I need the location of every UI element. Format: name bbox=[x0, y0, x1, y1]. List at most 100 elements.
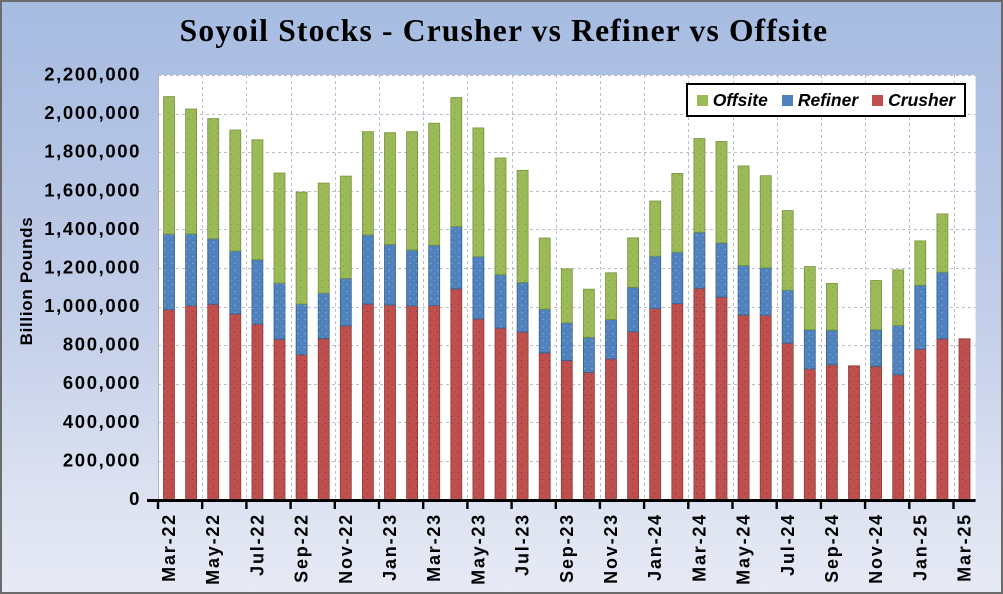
y-tick-label: 2,000,000 bbox=[44, 102, 141, 123]
bar-texture bbox=[649, 201, 661, 257]
bar-texture bbox=[693, 232, 705, 289]
bar-texture bbox=[384, 132, 396, 245]
bar-texture bbox=[296, 304, 308, 355]
bar-texture bbox=[583, 289, 595, 338]
bar-texture bbox=[627, 237, 639, 288]
bar-texture bbox=[892, 269, 904, 326]
bar-texture bbox=[760, 268, 772, 316]
bar-texture bbox=[561, 322, 573, 361]
bar-texture bbox=[716, 141, 727, 243]
x-axis-ticks bbox=[156, 502, 955, 509]
x-tick-label: Nov-24 bbox=[866, 513, 886, 584]
bar-texture bbox=[472, 318, 484, 500]
bar-texture bbox=[185, 233, 197, 306]
bar-texture bbox=[826, 364, 838, 500]
bar-texture bbox=[738, 165, 750, 266]
bar-texture bbox=[185, 109, 197, 234]
y-axis-title: Billion Pounds bbox=[17, 216, 36, 346]
y-tick-label: 0 bbox=[129, 488, 141, 509]
legend-label-crusher: Crusher bbox=[888, 89, 956, 110]
bar-texture bbox=[185, 305, 197, 500]
x-tick-label: Mar-23 bbox=[424, 513, 444, 582]
bar-texture bbox=[472, 127, 484, 257]
crusher-swatch bbox=[872, 94, 884, 106]
x-tick-label: Jul-22 bbox=[247, 513, 267, 576]
x-tick-label: Nov-23 bbox=[601, 513, 621, 584]
bar-texture bbox=[428, 123, 440, 246]
y-tick-label: 400,000 bbox=[63, 411, 141, 432]
bar-texture bbox=[251, 139, 263, 260]
bar-texture bbox=[870, 329, 882, 367]
bar-texture bbox=[892, 374, 904, 500]
bar-texture bbox=[229, 130, 241, 251]
bar-texture bbox=[782, 343, 794, 500]
chart-title: Soyoil Stocks - Crusher vs Refiner vs Of… bbox=[179, 13, 829, 48]
bar-texture bbox=[229, 313, 241, 500]
x-tick-label: Jan-24 bbox=[645, 513, 665, 581]
bar-texture bbox=[274, 283, 285, 340]
bar-texture bbox=[318, 293, 330, 339]
bar-texture bbox=[716, 242, 727, 298]
bar-texture bbox=[627, 287, 639, 332]
bar-texture bbox=[605, 319, 617, 359]
bars bbox=[163, 96, 971, 500]
x-tick-label: Mar-25 bbox=[955, 513, 975, 582]
bar-texture bbox=[517, 332, 529, 500]
bar-texture bbox=[914, 285, 926, 350]
bar-texture bbox=[163, 234, 175, 310]
y-tick-label: 1,400,000 bbox=[44, 218, 141, 239]
bar-texture bbox=[274, 173, 285, 283]
x-tick-label: May-23 bbox=[468, 513, 488, 585]
bar-texture bbox=[517, 170, 529, 283]
bar-texture bbox=[274, 339, 285, 500]
bar-texture bbox=[804, 266, 816, 330]
bar-texture bbox=[936, 272, 948, 339]
bar-texture bbox=[362, 235, 374, 305]
bar-texture bbox=[163, 309, 175, 500]
bar-texture bbox=[207, 118, 219, 239]
bar-texture bbox=[296, 192, 308, 304]
bar-texture bbox=[959, 338, 970, 500]
y-tick-label: 600,000 bbox=[63, 372, 141, 393]
bar-texture bbox=[384, 244, 396, 305]
legend-item-crusher: Crusher bbox=[872, 90, 955, 111]
bar-texture bbox=[760, 315, 772, 500]
bar-texture bbox=[495, 158, 506, 275]
bar-texture bbox=[340, 176, 352, 279]
bar-texture bbox=[583, 372, 595, 500]
bar-texture bbox=[362, 304, 374, 500]
x-tick-label: Mar-24 bbox=[689, 513, 709, 582]
legend-item-refiner: Refiner bbox=[781, 90, 858, 111]
bar-texture bbox=[914, 240, 926, 286]
bar-texture bbox=[251, 259, 263, 325]
x-tick-label: Jul-23 bbox=[513, 513, 533, 576]
bar-texture bbox=[760, 175, 772, 268]
x-axis-labels: Mar-22 May-22 Jul-22 Sep-22 Nov-22 Jan-23 Mar-… bbox=[159, 513, 975, 585]
bar-texture bbox=[362, 131, 374, 235]
y-axis-labels: 0 200,000 400,000 600,000 800,000 1,000,000 1,… bbox=[44, 64, 141, 510]
bar-texture bbox=[936, 213, 948, 273]
bar-texture bbox=[517, 282, 529, 332]
bar-texture bbox=[738, 265, 750, 315]
bar-texture bbox=[671, 173, 683, 253]
bar-texture bbox=[495, 328, 506, 500]
y-tick-label: 1,600,000 bbox=[44, 179, 141, 200]
bar-texture bbox=[561, 360, 573, 500]
bar-texture bbox=[870, 366, 882, 500]
x-tick-label: May-24 bbox=[734, 513, 754, 585]
bar-texture bbox=[539, 309, 551, 353]
offsite-swatch bbox=[696, 94, 708, 106]
bar-texture bbox=[914, 349, 926, 500]
bar-texture bbox=[318, 183, 330, 294]
x-tick-label: Sep-22 bbox=[292, 513, 312, 583]
bar-texture bbox=[826, 283, 838, 331]
bar-texture bbox=[649, 308, 661, 500]
bar-texture bbox=[251, 324, 263, 500]
y-tick-label: 1,000,000 bbox=[44, 295, 141, 316]
bar-texture bbox=[826, 330, 838, 365]
bar-texture bbox=[716, 297, 727, 500]
bar-texture bbox=[207, 304, 219, 500]
y-tick-label: 800,000 bbox=[63, 334, 141, 355]
